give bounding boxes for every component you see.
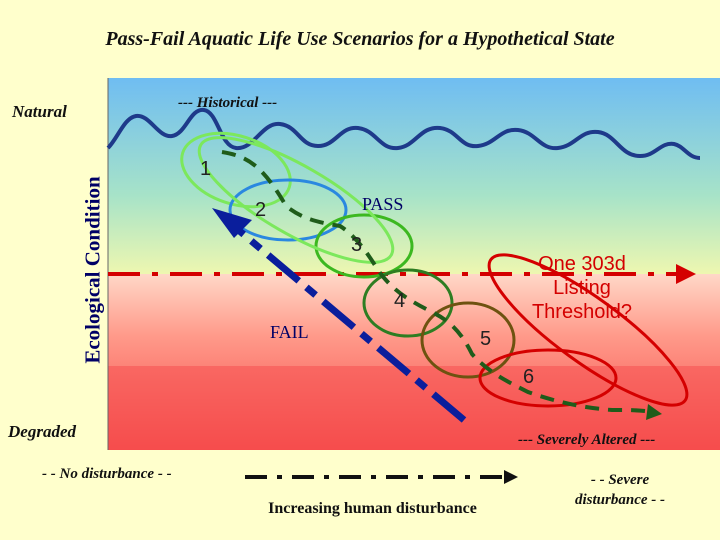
- threshold-label: One 303d Listing Threshold?: [512, 252, 652, 324]
- severe-disturbance-line-1: - - Severe: [590, 472, 650, 488]
- x-axis-arrowhead: [504, 470, 518, 484]
- scenario-ellipse-6: [478, 348, 618, 408]
- y-axis-label: Ecological Condition: [80, 176, 105, 364]
- no-disturbance-label: - - No disturbance - -: [42, 466, 172, 482]
- page-title: Pass-Fail Aquatic Life Use Scenarios for…: [105, 28, 615, 50]
- degradation-trajectory: [221, 150, 653, 414]
- threshold-label-line-1: One 303d: [538, 253, 626, 275]
- severe-disturbance-line-2: disturbance - -: [575, 492, 665, 508]
- scenario-label-3: 3: [351, 234, 363, 256]
- scenario-label-4: 4: [394, 290, 406, 312]
- threshold-group-ellipse: [487, 253, 689, 407]
- threshold-label-line-3: Threshold?: [531, 301, 633, 323]
- natural-label: Natural: [12, 102, 67, 121]
- scenario-label-6: 6: [523, 366, 535, 388]
- x-axis-label: Increasing human disturbance: [268, 500, 477, 517]
- scenario-ellipse-4: [362, 268, 454, 338]
- scenario-ellipse-2: [228, 178, 348, 242]
- severe-disturbance-label: - - Severe disturbance - -: [560, 470, 680, 510]
- scenario-ellipse-5: [420, 301, 516, 379]
- pass-label: PASS: [362, 194, 404, 214]
- fail-label: FAIL: [270, 322, 309, 342]
- scenario-ellipse-3: [314, 213, 414, 279]
- recovery-arrowhead: [212, 208, 252, 238]
- threshold-arrowhead: [676, 264, 696, 284]
- severely-altered-label: --- Severely Altered ---: [518, 432, 656, 448]
- threshold-label-line-2: Listing: [553, 277, 611, 299]
- scenario-ellipse-1: [180, 131, 292, 209]
- trajectory-arrowhead: [646, 404, 662, 420]
- scenario-label-2: 2: [255, 199, 267, 221]
- fail-zone-deep: [108, 366, 720, 450]
- scenario-label-1: 1: [200, 158, 212, 180]
- historical-label: --- Historical ---: [178, 95, 278, 111]
- pass-group-ellipse: [197, 136, 395, 264]
- historical-condition-line: [106, 108, 701, 160]
- recovery-arrow-shaft: [233, 225, 467, 423]
- scenario-label-5: 5: [480, 328, 492, 350]
- degraded-label: Degraded: [8, 422, 76, 441]
